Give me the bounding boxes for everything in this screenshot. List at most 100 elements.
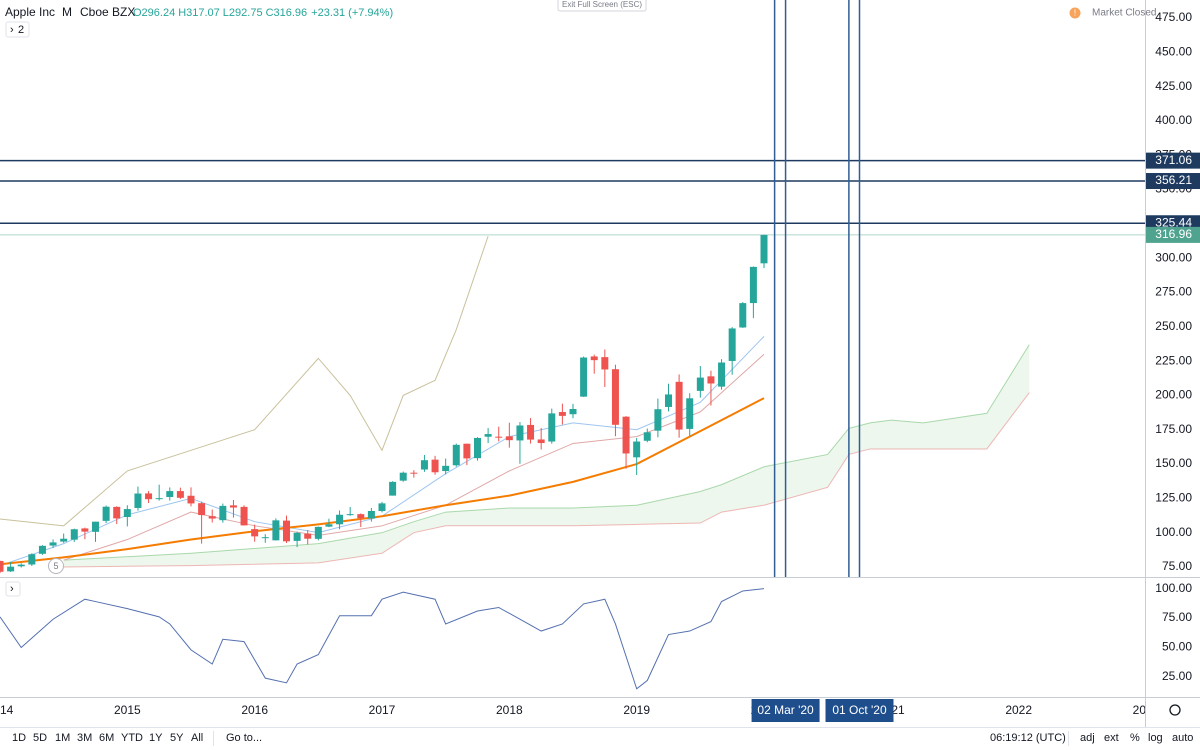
candle-body bbox=[580, 357, 588, 397]
y-tick-label: 225.00 bbox=[1155, 353, 1192, 367]
range-button[interactable]: 1M bbox=[55, 732, 70, 744]
candle-body bbox=[611, 369, 619, 425]
clock: 06:19:12 (UTC) bbox=[990, 732, 1066, 744]
y-tick-label: 25.00 bbox=[1162, 669, 1192, 683]
chevron: › bbox=[10, 583, 14, 595]
candle-body bbox=[601, 357, 609, 370]
indicator-line bbox=[0, 236, 489, 527]
candle-body bbox=[505, 436, 513, 441]
x-tick-label: 2014 bbox=[0, 703, 14, 717]
market-status-icon bbox=[1069, 7, 1081, 19]
price-label: 371.06 bbox=[1155, 153, 1192, 167]
x-tick-label: 2016 bbox=[241, 703, 268, 717]
candle-body bbox=[70, 529, 78, 540]
candle-body bbox=[367, 510, 375, 519]
candle-body bbox=[28, 554, 36, 565]
market-status: Market Closed bbox=[1092, 8, 1156, 19]
oscillator-line bbox=[0, 588, 765, 690]
candle-body bbox=[272, 520, 280, 541]
y-tick-label: 250.00 bbox=[1155, 319, 1192, 333]
candle-body bbox=[495, 436, 503, 438]
exchange: Cboe BZX bbox=[80, 5, 135, 19]
y-tick-label: 100.00 bbox=[1155, 581, 1192, 595]
candle-body bbox=[261, 537, 269, 539]
toolbar: Go to... 06:19:12 (UTC) 1D 5D 1M 3M 6M YTD 1Y 5… bbox=[12, 731, 1193, 746]
y-tick-label: 300.00 bbox=[1155, 250, 1192, 264]
option-button[interactable]: adj bbox=[1080, 732, 1095, 744]
candle-body bbox=[293, 532, 301, 541]
badge[interactable] bbox=[48, 558, 64, 574]
y-tick-label: 75.00 bbox=[1162, 559, 1192, 573]
range-button[interactable]: YTD bbox=[121, 732, 143, 744]
range-button[interactable]: 5D bbox=[33, 732, 47, 744]
candle-body bbox=[420, 460, 428, 470]
y-tick-label: 150.00 bbox=[1155, 456, 1192, 470]
candle-body bbox=[208, 516, 216, 519]
candle-body bbox=[410, 472, 418, 474]
option-button[interactable]: % bbox=[1130, 732, 1140, 744]
range-button[interactable]: All bbox=[191, 732, 203, 744]
indicators-count[interactable]: 2 bbox=[18, 24, 24, 36]
candle-body bbox=[516, 425, 524, 441]
settings-icon[interactable] bbox=[1169, 704, 1181, 716]
price-pane bbox=[0, 0, 1145, 577]
candle-body bbox=[240, 506, 248, 526]
candle-body bbox=[304, 533, 312, 539]
candle-body bbox=[314, 526, 322, 539]
pane-toggle[interactable] bbox=[5, 581, 21, 597]
ohlc: O296.24 H317.07 L292.75 C316.96 +23.31 (+7.9… bbox=[133, 7, 393, 19]
x-tick-label: 2022 bbox=[1005, 703, 1032, 717]
price-label: 356.21 bbox=[1155, 173, 1192, 187]
range-button[interactable]: 5Y bbox=[170, 732, 184, 744]
candle-body bbox=[686, 398, 694, 429]
symbol: Apple Inc bbox=[5, 5, 55, 19]
range-button[interactable]: 1D bbox=[12, 732, 26, 744]
candle-body bbox=[537, 439, 545, 444]
candle-body bbox=[452, 444, 460, 466]
candle-body bbox=[558, 412, 566, 416]
candle-body bbox=[399, 472, 407, 481]
option-button[interactable]: ext bbox=[1104, 732, 1119, 744]
option-button[interactable]: auto bbox=[1172, 732, 1193, 744]
high: H317.07 bbox=[178, 7, 220, 19]
close: C316.96 bbox=[266, 7, 308, 19]
candle-body bbox=[7, 566, 15, 572]
candle-body bbox=[707, 376, 715, 384]
indicators-toggle[interactable] bbox=[5, 21, 30, 38]
candle-body bbox=[102, 506, 110, 521]
x-tick-label: 2019 bbox=[623, 703, 650, 717]
y-tick-label: 200.00 bbox=[1155, 388, 1192, 402]
y-tick-label: 75.00 bbox=[1162, 610, 1192, 624]
candle-body bbox=[643, 432, 651, 441]
range-button[interactable]: 6M bbox=[99, 732, 114, 744]
x-tick-label: 2023 bbox=[1133, 703, 1160, 717]
candle-body bbox=[633, 441, 641, 458]
range-button[interactable]: 1Y bbox=[149, 732, 163, 744]
interval: M bbox=[62, 5, 72, 19]
date-label-box bbox=[751, 699, 820, 722]
candle-body bbox=[17, 564, 25, 567]
range-button[interactable]: 3M bbox=[77, 732, 92, 744]
legend: Apple Inc M Cboe BZX O296.24 H317.07 L292.… bbox=[5, 5, 393, 38]
candle-body bbox=[569, 409, 577, 415]
exit-fullscreen[interactable]: Exit Full Screen (ESC) bbox=[562, 0, 642, 9]
candle-body bbox=[91, 521, 100, 532]
option-button[interactable]: log bbox=[1148, 732, 1163, 744]
candle-body bbox=[251, 529, 259, 537]
candle-body bbox=[176, 491, 184, 498]
exit-fullscreen-button[interactable] bbox=[557, 0, 647, 12]
cloud-fill bbox=[63, 344, 1030, 567]
candle-body bbox=[325, 524, 333, 527]
oscillator-pane bbox=[0, 588, 765, 690]
candle-body bbox=[155, 498, 163, 500]
candle-body bbox=[0, 560, 4, 572]
y-tick-label: 100.00 bbox=[1155, 525, 1192, 539]
candle-body bbox=[346, 514, 354, 516]
candle-body bbox=[484, 434, 492, 437]
goto-button[interactable]: Go to... bbox=[226, 732, 262, 744]
candle-body bbox=[378, 503, 386, 511]
candle-body bbox=[389, 481, 397, 496]
candle-body bbox=[473, 437, 482, 459]
candle-body bbox=[696, 377, 704, 391]
